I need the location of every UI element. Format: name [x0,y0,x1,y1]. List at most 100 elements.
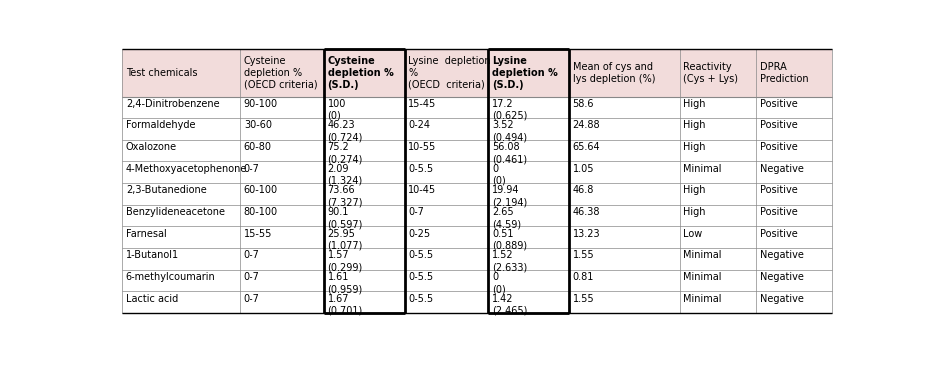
Bar [405,118,489,140]
Text: 0-5.5: 0-5.5 [409,250,433,260]
Text: Negative: Negative [760,272,803,282]
Text: 75.2
(0.274): 75.2 (0.274) [328,142,363,164]
Text: 90.1
(0.597): 90.1 (0.597) [328,207,363,229]
Bar [240,270,324,292]
Text: 2,4-Dinitrobenzene: 2,4-Dinitrobenzene [126,99,220,109]
Text: 10-55: 10-55 [409,142,437,152]
Text: 1.55: 1.55 [573,250,594,260]
Bar [680,205,756,226]
Text: 1.05: 1.05 [573,164,594,174]
Bar [122,205,240,226]
Bar [569,97,680,118]
Text: 1.57
(0.299): 1.57 (0.299) [328,250,363,272]
Text: Positive: Positive [760,185,797,195]
Bar [756,49,832,97]
Bar [489,292,569,313]
Bar [489,97,569,118]
Text: Oxalozone: Oxalozone [126,142,177,152]
Bar [240,226,324,248]
Bar [569,248,680,270]
Bar [680,292,756,313]
Text: 65.64: 65.64 [573,142,600,152]
Text: 0-5.5: 0-5.5 [409,164,433,174]
Text: 58.6: 58.6 [573,99,594,109]
Bar [405,97,489,118]
Text: 0.51
(0.889): 0.51 (0.889) [492,229,527,251]
Bar [122,226,240,248]
Text: 1.42
(2.465): 1.42 (2.465) [492,294,527,316]
Bar [489,49,569,97]
Bar [756,183,832,205]
Text: 4-Methoxyacetophenone: 4-Methoxyacetophenone [126,164,247,174]
Bar [569,161,680,183]
Text: 0-5.5: 0-5.5 [409,294,433,304]
Bar [405,292,489,313]
Text: Benzylideneacetone: Benzylideneacetone [126,207,224,217]
Bar [756,97,832,118]
Text: DPRA
Prediction: DPRA Prediction [760,62,808,84]
Text: 1-Butanol1: 1-Butanol1 [126,250,179,260]
Text: Minimal: Minimal [683,272,722,282]
Text: Positive: Positive [760,142,797,152]
Text: Lactic acid: Lactic acid [126,294,178,304]
Bar [122,270,240,292]
Bar [405,183,489,205]
Bar [756,205,832,226]
Text: 0-7: 0-7 [244,272,260,282]
Text: Formaldehyde: Formaldehyde [126,121,196,131]
Text: 0-7: 0-7 [244,164,260,174]
Bar [756,161,832,183]
Text: 100
(0): 100 (0) [328,99,346,121]
Text: Minimal: Minimal [683,164,722,174]
Bar [756,270,832,292]
Text: 17.2
(0.625): 17.2 (0.625) [492,99,527,121]
Bar [680,97,756,118]
Bar [405,270,489,292]
Text: 60-100: 60-100 [244,185,278,195]
Text: 25.95
(1.077): 25.95 (1.077) [328,229,363,251]
Text: Minimal: Minimal [683,250,722,260]
Bar [489,140,569,161]
Bar [405,205,489,226]
Text: 15-55: 15-55 [244,229,272,239]
Text: High: High [683,185,706,195]
Bar [405,140,489,161]
Bar [324,140,405,161]
Text: 1.67
(0.701): 1.67 (0.701) [328,294,363,316]
Text: 1.52
(2.633): 1.52 (2.633) [492,250,527,272]
Text: 1.55: 1.55 [573,294,594,304]
Bar [324,270,405,292]
Bar [122,248,240,270]
Text: 46.8: 46.8 [573,185,594,195]
Text: Positive: Positive [760,207,797,217]
Bar [122,49,240,97]
Bar [122,183,240,205]
Bar [680,118,756,140]
Text: High: High [683,121,706,131]
Bar [569,270,680,292]
Bar [405,226,489,248]
Text: Positive: Positive [760,99,797,109]
Bar [756,118,832,140]
Bar [240,140,324,161]
Text: 46.23
(0.724): 46.23 (0.724) [328,121,363,142]
Text: Negative: Negative [760,294,803,304]
Bar [489,183,569,205]
Text: Low: Low [683,229,703,239]
Text: 2.09
(1.324): 2.09 (1.324) [328,164,363,186]
Bar [240,292,324,313]
Text: 19.94
(2.194): 19.94 (2.194) [492,185,527,208]
Text: 56.08
(0.461): 56.08 (0.461) [492,142,527,164]
Bar [324,248,405,270]
Text: 2.65
(4.59): 2.65 (4.59) [492,207,521,229]
Text: 73.66
(7.327): 73.66 (7.327) [328,185,363,208]
Bar [240,118,324,140]
Bar [405,49,489,97]
Bar [489,118,569,140]
Bar [240,97,324,118]
Text: 0-7: 0-7 [244,294,260,304]
Text: Lysine  depletion
%
(OECD  criteria): Lysine depletion % (OECD criteria) [409,56,491,90]
Bar [756,248,832,270]
Bar [569,292,680,313]
Bar [240,49,324,97]
